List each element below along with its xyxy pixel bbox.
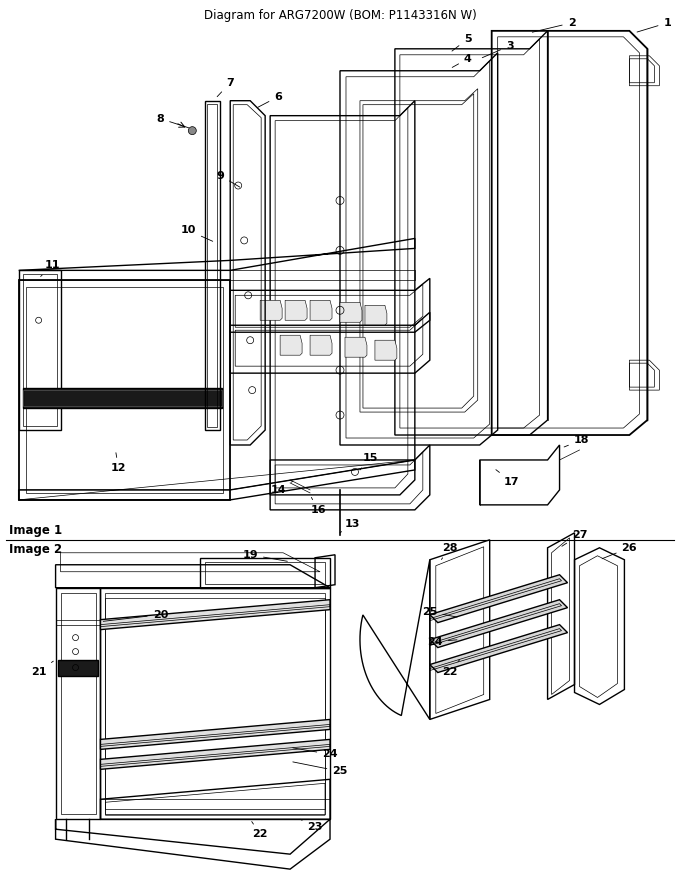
Polygon shape — [430, 575, 568, 622]
Polygon shape — [101, 599, 330, 630]
Text: 22: 22 — [252, 821, 268, 839]
Polygon shape — [310, 336, 332, 355]
Text: 20: 20 — [103, 610, 168, 622]
Text: 14: 14 — [271, 481, 292, 495]
Polygon shape — [285, 300, 307, 321]
Text: 26: 26 — [602, 543, 637, 559]
Text: 2: 2 — [532, 18, 575, 32]
Text: 17: 17 — [496, 470, 520, 487]
Text: 24: 24 — [293, 748, 338, 759]
Polygon shape — [375, 340, 397, 361]
Text: 21: 21 — [31, 662, 53, 677]
Text: 25: 25 — [422, 607, 457, 617]
Text: Image 1: Image 1 — [9, 524, 62, 537]
Text: 3: 3 — [482, 41, 513, 58]
Polygon shape — [310, 300, 332, 321]
Polygon shape — [101, 740, 330, 769]
Text: 19: 19 — [242, 550, 288, 561]
Polygon shape — [280, 336, 302, 355]
Polygon shape — [58, 660, 99, 676]
Text: 25: 25 — [293, 762, 347, 776]
Text: Image 2: Image 2 — [9, 543, 62, 556]
Polygon shape — [430, 599, 568, 647]
Text: 27: 27 — [562, 530, 588, 546]
Text: 7: 7 — [217, 78, 234, 97]
Text: 6: 6 — [258, 91, 282, 107]
Text: 18: 18 — [564, 435, 590, 447]
Text: 22: 22 — [442, 660, 460, 677]
Text: 15: 15 — [360, 453, 377, 470]
Text: 28: 28 — [441, 543, 458, 559]
Text: Diagram for ARG7200W (BOM: P1143316N W): Diagram for ARG7200W (BOM: P1143316N W) — [203, 9, 477, 22]
Text: 12: 12 — [111, 453, 126, 473]
Text: 4: 4 — [452, 54, 472, 67]
Polygon shape — [22, 388, 222, 408]
Text: 23: 23 — [300, 820, 323, 832]
Polygon shape — [365, 305, 387, 325]
Text: 1: 1 — [637, 18, 671, 32]
Text: 16: 16 — [310, 497, 326, 515]
Text: 8: 8 — [156, 114, 188, 128]
Circle shape — [188, 127, 197, 135]
Text: 24: 24 — [427, 637, 457, 646]
Polygon shape — [101, 719, 330, 749]
Text: 10: 10 — [181, 226, 213, 242]
Text: 13: 13 — [340, 519, 360, 533]
Polygon shape — [345, 337, 367, 357]
Polygon shape — [430, 624, 568, 672]
Text: 9: 9 — [216, 170, 240, 187]
Polygon shape — [260, 300, 282, 321]
Polygon shape — [340, 302, 362, 322]
Text: 11: 11 — [41, 260, 61, 276]
Text: 5: 5 — [452, 34, 471, 52]
